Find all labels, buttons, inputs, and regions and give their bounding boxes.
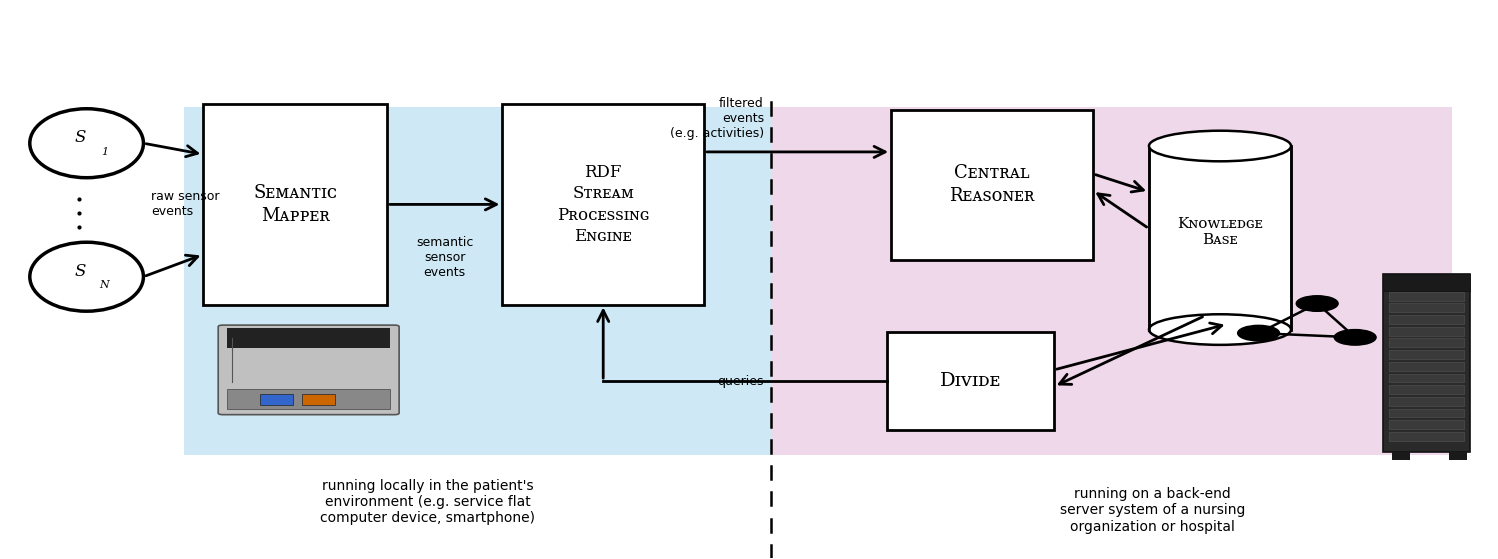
Text: semantic
sensor
events: semantic sensor events bbox=[416, 236, 473, 279]
Bar bbox=[1389, 338, 1464, 347]
Bar bbox=[261, 394, 294, 405]
Text: running locally in the patient's
environment (e.g. service flat
computer device,: running locally in the patient's environ… bbox=[321, 479, 535, 525]
Text: queries: queries bbox=[718, 375, 764, 387]
Text: filtered
events
(e.g. activities): filtered events (e.g. activities) bbox=[670, 97, 764, 140]
Bar bbox=[771, 107, 1452, 454]
Bar bbox=[303, 394, 336, 405]
Text: raw sensor
events: raw sensor events bbox=[151, 191, 219, 219]
FancyBboxPatch shape bbox=[204, 105, 386, 305]
Text: running on a back-end
server system of a nursing
organization or hospital: running on a back-end server system of a… bbox=[1061, 487, 1245, 533]
Text: Cᴇɴᴛʀᴀʟ
Rᴇᴀѕᴏɴᴇʀ: Cᴇɴᴛʀᴀʟ Rᴇᴀѕᴏɴᴇʀ bbox=[950, 164, 1035, 205]
Text: S: S bbox=[75, 263, 87, 280]
Bar bbox=[1383, 274, 1470, 291]
Bar bbox=[1389, 409, 1464, 418]
Ellipse shape bbox=[1149, 314, 1291, 345]
Ellipse shape bbox=[30, 109, 144, 178]
Text: Sᴇᴍᴀɴᴛɪᴄ
Mᴀᴘᴘᴇʀ: Sᴇᴍᴀɴᴛɪᴄ Mᴀᴘᴘᴇʀ bbox=[253, 184, 337, 225]
Bar bbox=[1389, 373, 1464, 382]
Bar bbox=[1389, 420, 1464, 429]
Bar bbox=[1389, 327, 1464, 335]
Bar bbox=[1389, 315, 1464, 324]
FancyBboxPatch shape bbox=[1383, 274, 1470, 452]
Circle shape bbox=[1296, 296, 1338, 311]
Bar bbox=[228, 329, 389, 348]
Bar bbox=[1389, 280, 1464, 289]
Text: Dɪᴠɪᴅᴇ: Dɪᴠɪᴅᴇ bbox=[939, 372, 1001, 390]
Bar bbox=[1449, 452, 1467, 460]
Bar bbox=[1389, 292, 1464, 301]
Bar bbox=[184, 107, 771, 454]
Ellipse shape bbox=[30, 242, 144, 311]
Bar bbox=[1389, 385, 1464, 394]
Bar bbox=[1389, 397, 1464, 406]
Circle shape bbox=[1335, 330, 1377, 345]
Bar bbox=[228, 389, 389, 409]
Bar bbox=[1392, 452, 1410, 460]
Bar bbox=[1389, 350, 1464, 359]
FancyBboxPatch shape bbox=[891, 110, 1094, 260]
Bar bbox=[1389, 432, 1464, 441]
Bar bbox=[1149, 146, 1291, 330]
Bar bbox=[1389, 362, 1464, 371]
FancyBboxPatch shape bbox=[887, 333, 1055, 430]
Text: Kɴᴏᴡʟᴇᴅɢᴇ
Bᴀѕᴇ: Kɴᴏᴡʟᴇᴅɢᴇ Bᴀѕᴇ bbox=[1177, 217, 1263, 247]
Ellipse shape bbox=[1149, 131, 1291, 162]
Text: N: N bbox=[100, 280, 109, 290]
Bar bbox=[1389, 304, 1464, 312]
Text: S: S bbox=[75, 129, 87, 146]
FancyBboxPatch shape bbox=[502, 105, 704, 305]
Circle shape bbox=[1237, 325, 1279, 341]
Text: RDF
Sᴛʀᴇᴀᴍ
Pʀᴏᴄᴇѕѕɪɴɢ
Eɴɢɪɴᴇ: RDF Sᴛʀᴇᴀᴍ Pʀᴏᴄᴇѕѕɪɴɢ Eɴɢɪɴᴇ bbox=[557, 164, 650, 245]
FancyBboxPatch shape bbox=[219, 325, 398, 415]
Text: 1: 1 bbox=[100, 146, 108, 157]
